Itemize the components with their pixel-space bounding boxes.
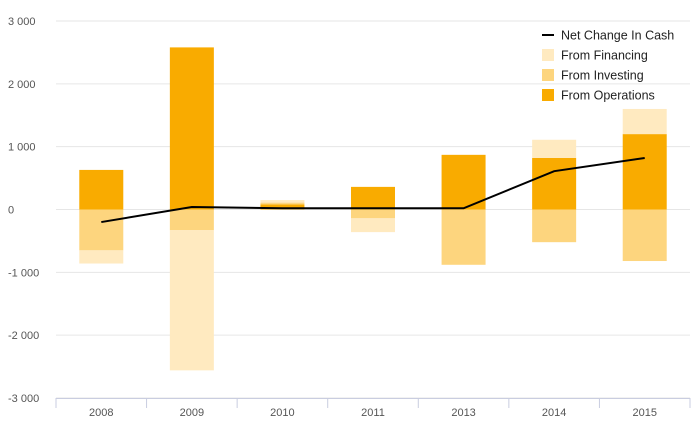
x-tick-label: 2008 bbox=[89, 407, 113, 419]
bar-from-financing[interactable] bbox=[532, 139, 577, 158]
bar-from-investing[interactable] bbox=[532, 209, 577, 243]
legend-swatch bbox=[542, 49, 554, 61]
y-tick-label: -3 000 bbox=[8, 393, 39, 405]
x-tick-label: 2009 bbox=[180, 407, 204, 419]
legend-label: From Financing bbox=[561, 49, 648, 63]
legend[interactable]: Net Change In Cash From Financing From Inv… bbox=[542, 29, 674, 103]
x-tick-label: 2013 bbox=[451, 407, 475, 419]
bar-from-operations[interactable] bbox=[169, 47, 214, 210]
y-tick-label: -2 000 bbox=[8, 330, 39, 342]
bars bbox=[79, 47, 667, 371]
bar-from-financing[interactable] bbox=[351, 218, 395, 233]
bar-from-investing[interactable] bbox=[79, 209, 124, 251]
bar-from-financing[interactable] bbox=[79, 250, 124, 264]
bar-from-financing[interactable] bbox=[169, 230, 214, 371]
line-net-change-in-cash[interactable] bbox=[101, 156, 645, 224]
bar-from-financing[interactable] bbox=[260, 200, 305, 203]
x-tick-label: 2015 bbox=[632, 407, 656, 419]
bar-from-operations[interactable] bbox=[351, 186, 395, 210]
x-tick-label: 2010 bbox=[270, 407, 294, 419]
bar-from-investing[interactable] bbox=[351, 209, 395, 219]
x-tick-label: 2011 bbox=[361, 407, 385, 419]
bar-from-operations[interactable] bbox=[260, 204, 305, 210]
x-axis: 2008 2009 2010 2011 2013 2014 2015 bbox=[55, 398, 691, 419]
legend-label: From Investing bbox=[561, 69, 644, 83]
legend-item-from-financing[interactable]: From Financing bbox=[542, 49, 648, 63]
net-change-line bbox=[101, 156, 645, 224]
y-tick-label: 1 000 bbox=[8, 142, 36, 154]
bar-from-financing[interactable] bbox=[622, 108, 667, 135]
bar-from-investing[interactable] bbox=[622, 209, 667, 262]
y-tick-label: 0 bbox=[8, 205, 14, 217]
legend-swatch bbox=[542, 89, 554, 101]
legend-label: From Operations bbox=[561, 89, 655, 103]
bar-from-operations[interactable] bbox=[622, 134, 667, 210]
legend-item-from-investing[interactable]: From Investing bbox=[542, 69, 644, 83]
bar-from-investing[interactable] bbox=[260, 202, 305, 205]
legend-item-from-operations[interactable]: From Operations bbox=[542, 89, 655, 103]
bar-from-investing[interactable] bbox=[441, 209, 486, 265]
bar-from-operations[interactable] bbox=[532, 157, 577, 210]
legend-swatch bbox=[542, 69, 554, 81]
y-axis-ticks: 3 000 2 000 1 000 0 -1 000 -2 000 -3 000 bbox=[8, 16, 39, 405]
bar-from-investing[interactable] bbox=[169, 209, 214, 231]
bar-from-operations[interactable] bbox=[79, 169, 124, 210]
y-tick-label: -1 000 bbox=[8, 267, 39, 279]
y-tick-label: 3 000 bbox=[8, 16, 36, 28]
x-tick-label: 2014 bbox=[542, 407, 566, 419]
legend-item-net-change-in-cash[interactable]: Net Change In Cash bbox=[542, 29, 674, 43]
bar-from-operations[interactable] bbox=[441, 154, 486, 210]
y-tick-label: 2 000 bbox=[8, 79, 36, 91]
legend-label: Net Change In Cash bbox=[561, 29, 674, 43]
